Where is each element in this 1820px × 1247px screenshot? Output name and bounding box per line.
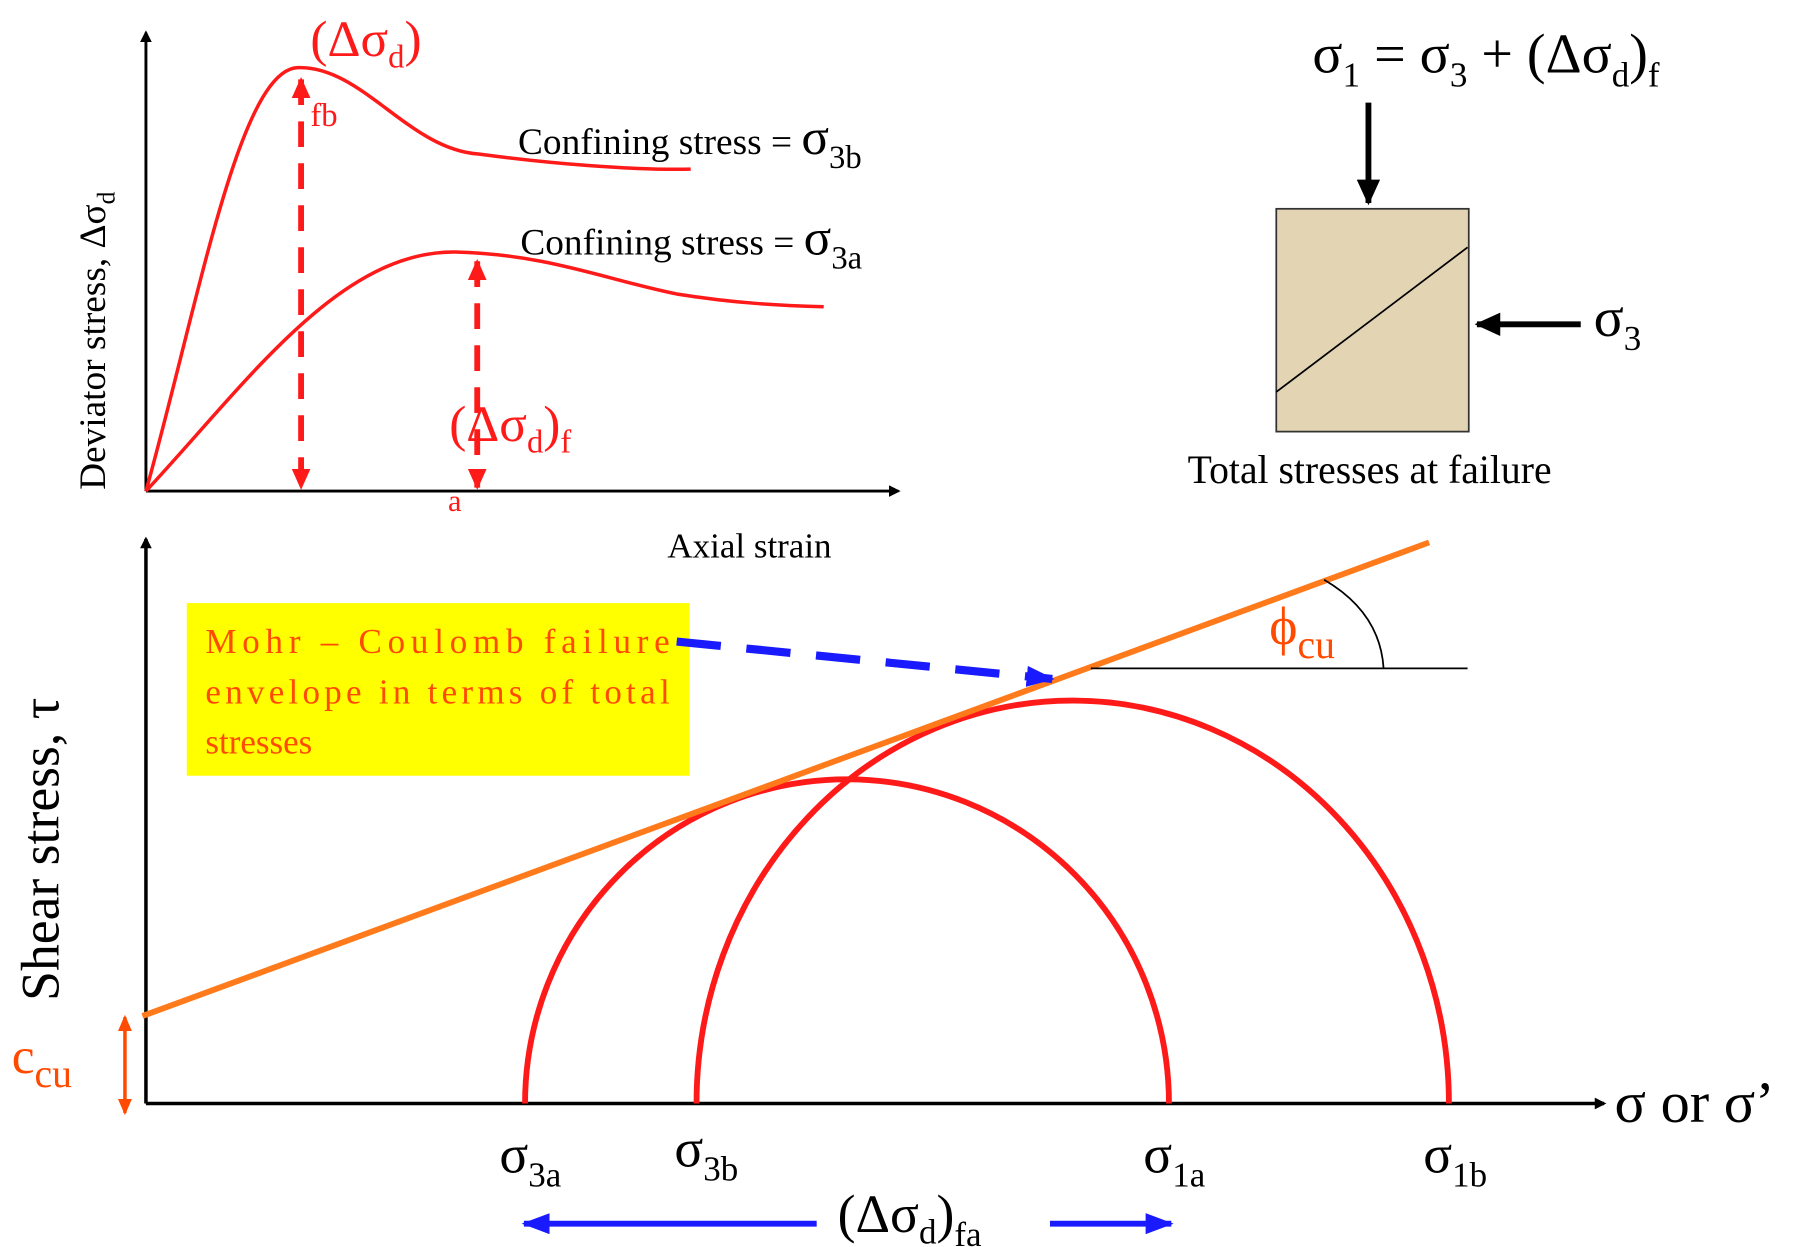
y-label: Deviator stress, Δσd [73, 191, 120, 490]
sigma3-label: σ3 [1594, 287, 1642, 358]
caption: Total stresses at failure [1188, 448, 1552, 492]
stress-label: σ3a [499, 1124, 561, 1194]
mohr-circle-a [522, 776, 1172, 1104]
y-label: Shear stress, τ [10, 698, 70, 1001]
peak-label: (Δσd) [310, 11, 421, 76]
intercept-label: ccu [12, 1028, 72, 1096]
angle-arc [1323, 579, 1385, 669]
curve-a [144, 250, 824, 493]
stress-label: σ3b [674, 1119, 738, 1189]
note-line: Mohr – Coulomb failure [205, 622, 669, 661]
mohr-diagram: ϕcu Mohr – Coulomb failure envelope in t… [10, 536, 1775, 1247]
failure-envelope [141, 539, 1431, 1019]
x-label: σ or σ’ [1615, 1070, 1775, 1135]
mohr-circle-b [693, 697, 1452, 1104]
diameter-label: (Δσd)fa [838, 1184, 982, 1247]
top-chart: Deviator stress, Δσd Axial strain (Δσd) … [73, 11, 901, 566]
failure-plane [1275, 246, 1469, 393]
note-line: stresses [205, 723, 312, 762]
stress-label: σ1b [1423, 1124, 1487, 1194]
curve-label: Confining stress = σ3a [520, 209, 862, 276]
note-box [186, 603, 690, 776]
curve-b [144, 65, 691, 492]
peak-sub: fb [310, 98, 337, 134]
specimen: σ1 = σ3 + (Δσd)f σ3 Total stresses at fa… [1188, 23, 1660, 492]
failure-sub: a [448, 484, 462, 518]
note-arrow [676, 637, 1055, 687]
x-label: Axial strain [667, 527, 831, 566]
angle-label: ϕcu [1269, 596, 1335, 667]
sigma1-label: σ1 = σ3 + (Δσd)f [1312, 23, 1659, 94]
stress-label: σ1a [1143, 1124, 1205, 1194]
failure-label: (Δσd)f [449, 396, 571, 461]
curve-label: Confining stress = σ3b [518, 109, 862, 176]
